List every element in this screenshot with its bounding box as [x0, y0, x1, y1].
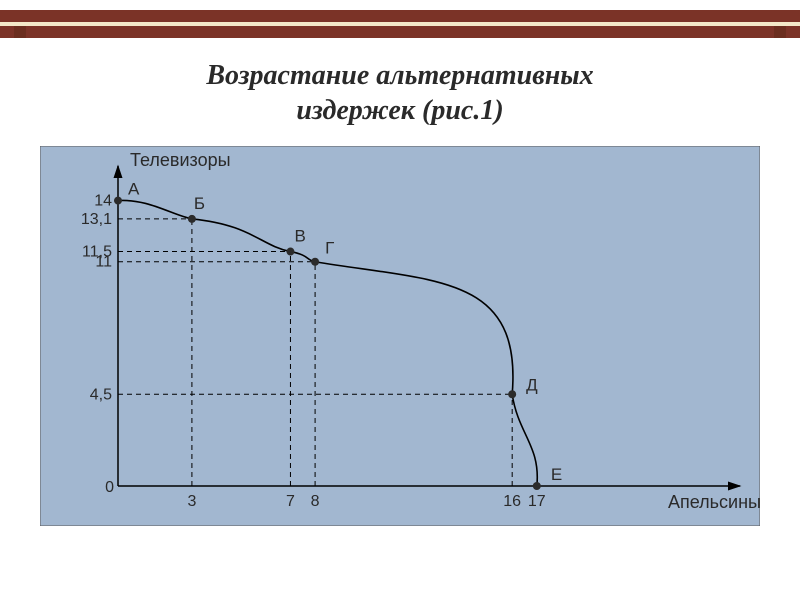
page-title: Возрастание альтернативных издержек (рис…	[0, 58, 800, 128]
y-tick-label: 13,1	[81, 211, 112, 228]
banner-square-right	[774, 26, 786, 38]
ppf-chart: ТелевизорыАпельсины037816174,51111,513,1…	[40, 146, 760, 526]
banner-square-left	[14, 26, 26, 38]
y-axis-label: Телевизоры	[130, 150, 231, 170]
x-tick-label: 8	[311, 493, 320, 510]
x-tick-label: 3	[187, 493, 196, 510]
banner-stripe-2	[0, 26, 800, 38]
x-tick-label: 0	[105, 479, 114, 496]
header-banner	[0, 0, 800, 50]
x-tick-label: 7	[286, 493, 295, 510]
y-tick-label: 4,5	[90, 386, 112, 403]
chart-bg	[40, 146, 760, 526]
title-line-2: издержек (рис.1)	[296, 95, 503, 126]
point-label-A: А	[128, 180, 140, 199]
data-point-B	[188, 215, 196, 223]
data-point-G	[311, 258, 319, 266]
y-tick-label: 11,5	[82, 244, 112, 261]
chart-container: ТелевизорыАпельсины037816174,51111,513,1…	[40, 146, 760, 526]
y-tick-label: 14	[94, 193, 112, 210]
point-label-V: В	[294, 227, 305, 246]
point-label-D: Д	[526, 375, 538, 394]
data-point-E	[533, 482, 541, 490]
x-axis-label: Апельсины	[668, 492, 760, 512]
data-point-V	[286, 248, 294, 256]
point-label-E: Е	[551, 465, 562, 484]
title-line-1: Возрастание альтернативных	[206, 60, 593, 91]
x-tick-label: 17	[528, 493, 546, 510]
data-point-D	[508, 390, 516, 398]
banner-stripe-1	[0, 10, 800, 22]
point-label-G: Г	[325, 239, 334, 258]
data-point-A	[114, 197, 122, 205]
point-label-B: Б	[194, 194, 205, 213]
x-tick-label: 16	[503, 493, 521, 510]
